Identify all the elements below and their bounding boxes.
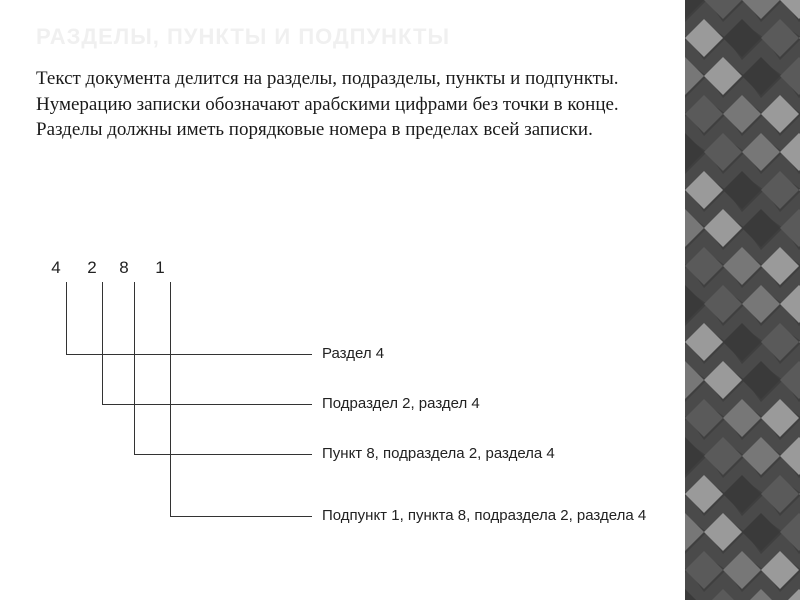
diagram-hline-2 bbox=[134, 454, 312, 455]
diagram-number-3: 1 bbox=[150, 258, 170, 278]
diagram-label-3: Подпункт 1, пункта 8, подраздела 2, разд… bbox=[322, 507, 646, 524]
diagram-number-1: 2 bbox=[82, 258, 102, 278]
diagram-number-2: 8 bbox=[114, 258, 134, 278]
slide-title: РАЗДЕЛЫ, ПУНКТЫ И ПОДПУНКТЫ bbox=[36, 24, 450, 50]
diagram-hline-3 bbox=[170, 516, 312, 517]
paragraph-2: Нумерацию записки обозначают арабскими ц… bbox=[36, 94, 619, 115]
diagram-vline-1 bbox=[102, 282, 103, 404]
diagram-label-1: Подраздел 2, раздел 4 bbox=[322, 395, 480, 412]
paragraph-1: Текст документа делится на разделы, подр… bbox=[36, 68, 619, 89]
numbering-diagram: 4281 Раздел 4 Подраздел 2, раздел 4 Пункт 8… bbox=[38, 258, 598, 568]
slide-page: РАЗДЕЛЫ, ПУНКТЫ И ПОДПУНКТЫ Текст докуме… bbox=[0, 0, 800, 600]
diagram-vline-3 bbox=[170, 282, 171, 516]
diagram-number-0: 4 bbox=[46, 258, 66, 278]
diagram-label-0: Раздел 4 bbox=[322, 345, 384, 362]
diagram-vline-2 bbox=[134, 282, 135, 454]
diagram-vline-0 bbox=[66, 282, 67, 354]
diagram-label-2: Пункт 8, подраздела 2, раздела 4 bbox=[322, 445, 555, 462]
body-text-block: Текст документа делится на разделы, подр… bbox=[36, 66, 656, 143]
paragraph-3: Разделы должны иметь порядковые номера в… bbox=[36, 119, 593, 140]
decorative-sidebar bbox=[685, 0, 800, 600]
